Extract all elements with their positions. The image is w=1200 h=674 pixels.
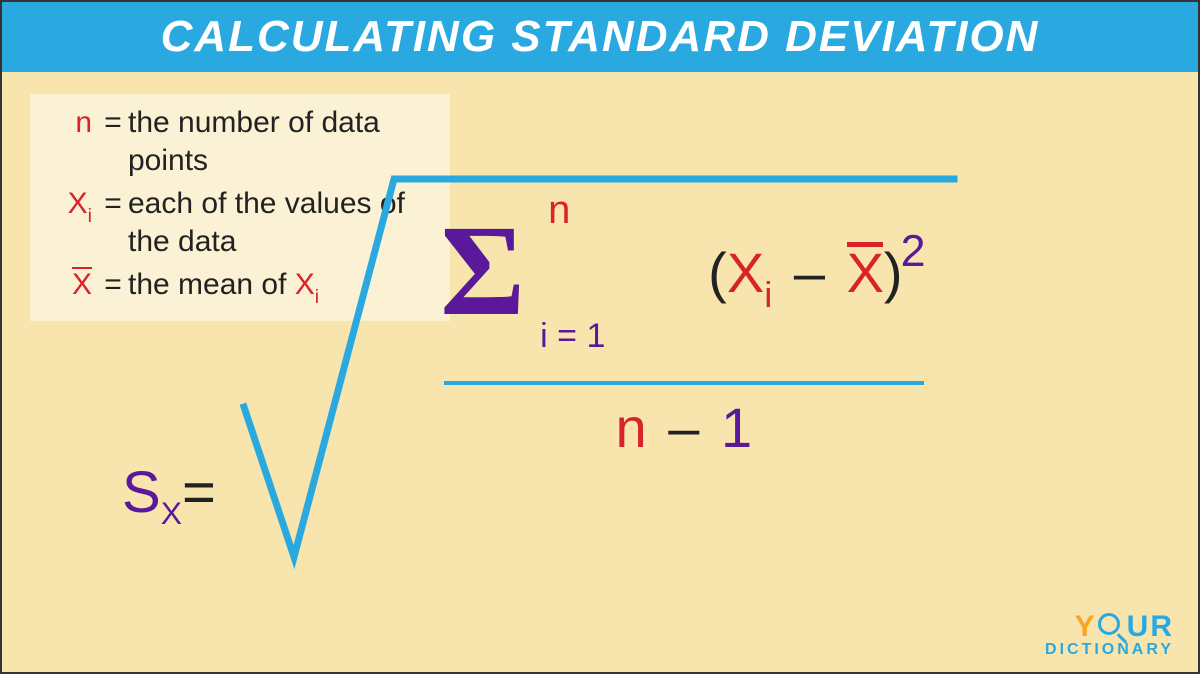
- denominator: n – 1: [414, 395, 954, 460]
- numerator: Σ n i = 1 (Xi – X)2: [414, 187, 954, 367]
- logo: Y UR DICTIONARY: [1045, 612, 1174, 658]
- page-title: CALCULATING STANDARD DEVIATION: [2, 2, 1198, 72]
- radicand: Σ n i = 1 (Xi – X)2 n –: [414, 187, 954, 460]
- body-area: n = the number of data points Xi = each …: [2, 72, 1198, 672]
- logo-letter-y: Y: [1075, 612, 1097, 642]
- legend-sym-xbar: X: [40, 266, 98, 304]
- infographic-root: CALCULATING STANDARD DEVIATION n = the n…: [0, 0, 1200, 674]
- squared-diff-term: (Xi – X)2: [708, 240, 927, 313]
- denom-one: 1: [721, 396, 752, 459]
- term-xi: Xi: [727, 241, 772, 304]
- legend-sym-xi: Xi: [40, 185, 98, 226]
- radical: Σ n i = 1 (Xi – X)2 n –: [224, 167, 964, 607]
- formula: SX = Σ n i = 1 (Xi: [122, 377, 964, 607]
- sigma-symbol: Σ: [440, 206, 525, 336]
- magnifier-icon: [1098, 613, 1126, 641]
- denom-minus: –: [662, 396, 705, 459]
- logo-letters-ur: UR: [1127, 612, 1174, 642]
- legend-eq: =: [98, 266, 128, 304]
- paren-open: (: [708, 241, 727, 304]
- sigma-lower-i: i = 1: [540, 317, 605, 356]
- denom-n: n: [616, 396, 647, 459]
- fraction-line: [444, 381, 924, 385]
- term-minus: –: [788, 241, 831, 304]
- paren-close: ): [884, 241, 903, 304]
- legend-eq: =: [98, 185, 128, 223]
- lhs-S: S: [122, 459, 161, 526]
- formula-lhs-sx: SX: [122, 459, 182, 526]
- term-xbar: X: [847, 241, 884, 304]
- lhs-sub-x: X: [161, 495, 182, 532]
- legend-sym-n: n: [40, 104, 98, 142]
- sigma-block: Σ n i = 1: [440, 192, 590, 362]
- term-squared: 2: [901, 226, 926, 276]
- legend-eq: =: [98, 104, 128, 142]
- logo-top: Y UR: [1045, 612, 1174, 642]
- equals-sign: =: [182, 459, 216, 526]
- sigma-upper-n: n: [548, 188, 570, 233]
- logo-bottom: DICTIONARY: [1045, 642, 1174, 658]
